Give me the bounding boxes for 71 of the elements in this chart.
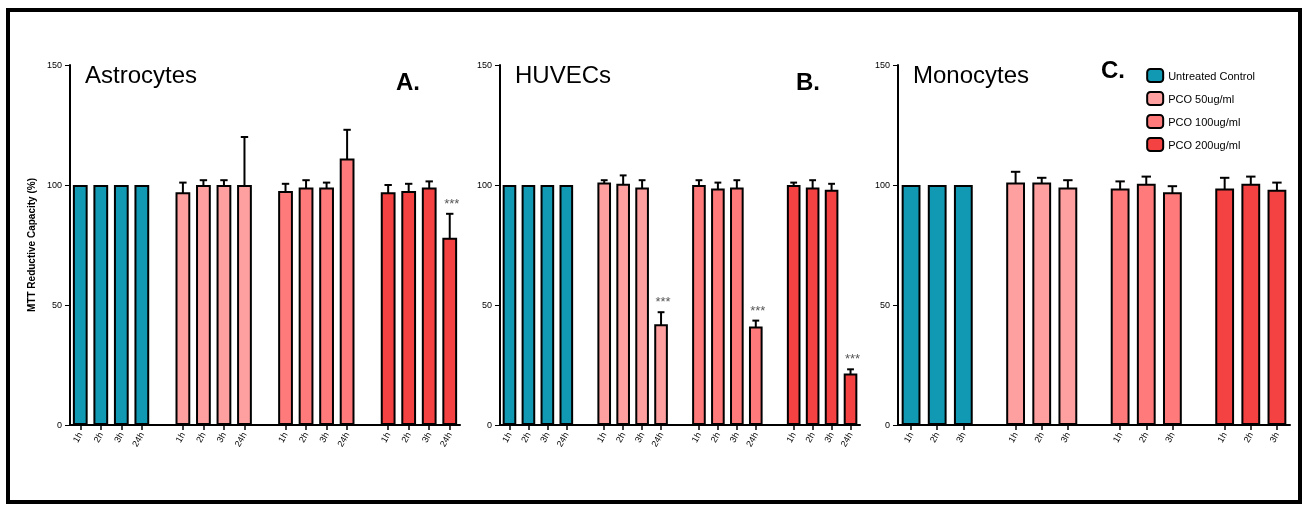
x-tick-label: 1h (594, 430, 609, 445)
chart-title: HUVECs (515, 60, 612, 88)
x-tick-label: 2h (613, 430, 628, 445)
x-tick-label: 3h (1058, 430, 1073, 445)
legend-label: Untreated Control (1168, 69, 1255, 82)
x-tick-label: 3h (632, 430, 647, 445)
x-tick-label: 3h (727, 430, 742, 445)
x-tick-label: 2h (1241, 430, 1256, 445)
x-tick-label: 24h (838, 430, 855, 449)
annotation: C. (1101, 55, 1125, 83)
data-label: *** (444, 195, 460, 211)
x-tick-label: 24h (130, 430, 147, 449)
x-tick-label: 2h (1136, 430, 1151, 445)
x-tick-label: 3h (822, 430, 836, 445)
x-tick-label: 1h (1006, 430, 1020, 445)
x-tick-label: 24h (232, 430, 249, 449)
annotation: B. (796, 67, 820, 95)
x-tick-label: 1h (70, 430, 85, 445)
x-tick-label: 3h (214, 430, 229, 445)
data-label: *** (655, 294, 671, 310)
y-tick-label: 100 (46, 180, 62, 190)
x-tick-label: 3h (111, 430, 126, 445)
x-tick-label: 2h (91, 430, 106, 445)
chart-title: Monocytes (913, 60, 1030, 88)
y-tick-label: 150 (476, 60, 492, 70)
y-tick-label: 100 (476, 180, 492, 190)
x-tick-label: 1h (276, 430, 290, 445)
x-tick-label: 24h (437, 430, 455, 449)
y-tick-label: 50 (879, 300, 890, 310)
x-tick-label: 1h (784, 430, 799, 445)
data-label: *** (750, 302, 766, 318)
x-tick-label: 2h (399, 430, 414, 445)
y-tick-label: 0 (56, 420, 62, 430)
x-tick-label: 1h (689, 430, 704, 445)
x-tick-label: 1h (378, 430, 393, 445)
x-tick-label: 1h (1215, 430, 1229, 445)
x-tick-label: 24h (743, 430, 761, 449)
chart-title: Astrocytes (85, 60, 198, 88)
x-tick-label: 2h (1032, 430, 1047, 445)
x-tick-label: 3h (538, 430, 552, 445)
y-tick-label: 150 (46, 60, 62, 70)
legend-label: PCO 100ug/ml (1168, 115, 1241, 128)
y-tick-label: 50 (51, 300, 62, 310)
x-tick-label: 3h (419, 430, 434, 445)
x-tick-label: 3h (1267, 430, 1282, 445)
x-tick-label: 24h (335, 430, 352, 449)
y-tick-label: 100 (874, 180, 890, 190)
y-tick-label: 150 (874, 60, 890, 70)
x-tick-label: 2h (803, 430, 817, 445)
legend-label: PCO 200ug/ml (1168, 138, 1241, 151)
x-tick-label: 1h (173, 430, 188, 445)
y-axis-title: MTT Reductive Capacity (%) (25, 178, 37, 312)
x-tick-label: 3h (1163, 430, 1177, 445)
data-label: *** (844, 351, 861, 367)
x-tick-label: 2h (927, 430, 942, 445)
x-tick-label: 3h (317, 430, 331, 445)
x-tick-label: 1h (901, 430, 916, 445)
annotation: A. (396, 67, 420, 95)
x-tick-label: 2h (708, 430, 723, 445)
x-tick-label: 24h (554, 430, 571, 449)
x-tick-label: 1h (500, 430, 514, 445)
x-tick-label: 1h (1110, 430, 1125, 445)
y-tick-label: 50 (481, 300, 492, 310)
x-tick-label: 2h (194, 430, 208, 445)
y-tick-label: 0 (884, 420, 890, 430)
x-tick-label: 2h (519, 430, 533, 445)
legend-label: PCO 50ug/ml (1168, 92, 1235, 105)
y-tick-label: 0 (486, 420, 492, 430)
x-tick-label: 3h (954, 430, 968, 445)
x-tick-label: 24h (649, 430, 666, 449)
x-tick-label: 2h (296, 430, 311, 445)
